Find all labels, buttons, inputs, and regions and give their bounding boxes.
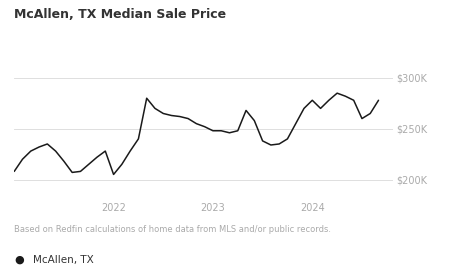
Text: ●: ● bbox=[14, 255, 24, 265]
Text: Based on Redfin calculations of home data from MLS and/or public records.: Based on Redfin calculations of home dat… bbox=[14, 225, 331, 234]
Text: McAllen, TX: McAllen, TX bbox=[33, 255, 94, 265]
Text: McAllen, TX Median Sale Price: McAllen, TX Median Sale Price bbox=[14, 8, 227, 21]
